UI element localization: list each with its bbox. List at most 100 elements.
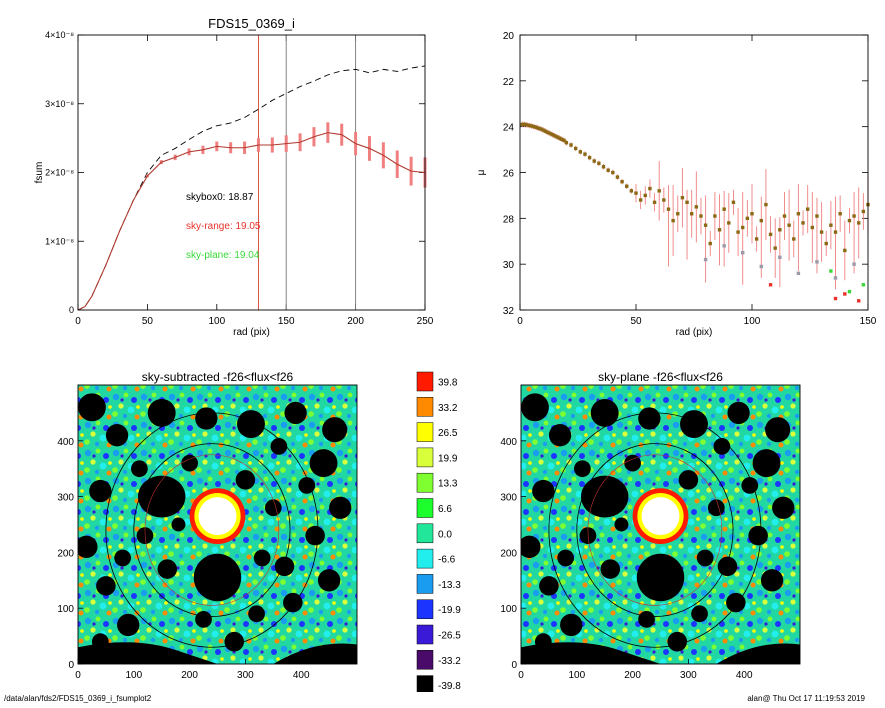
data-point [741, 251, 745, 255]
data-point [529, 124, 534, 128]
data-point [564, 141, 569, 145]
colorbar-swatch [416, 371, 434, 392]
y-tick-label: 30 [503, 260, 515, 271]
masked-source [557, 549, 575, 567]
data-point [736, 230, 740, 234]
annotation-label: skybox0: 18.87 [186, 192, 254, 203]
masked-source [696, 549, 714, 567]
series-solid-line [77, 132, 426, 311]
masked-source [760, 569, 784, 592]
x-tick-label: 50 [630, 316, 642, 327]
data-point [759, 218, 763, 223]
colorbar-label: 39.8 [438, 378, 458, 389]
data-point [546, 130, 550, 135]
data-point [689, 212, 694, 216]
masked-source [284, 401, 307, 425]
data-point [648, 186, 652, 191]
image-title: sky-plane -f26<flux<f26 [598, 370, 723, 384]
data-point [833, 230, 838, 234]
masked-source [678, 470, 699, 490]
colorbar-swatch [416, 650, 434, 670]
data-point [569, 143, 573, 147]
data-point [643, 193, 647, 198]
masked-star [580, 475, 629, 518]
sky-image [78, 385, 357, 664]
masked-source [772, 496, 795, 519]
galaxy-core [198, 497, 237, 536]
data-point [703, 257, 708, 262]
colorbar-swatch [416, 675, 434, 695]
x-tick-label: 200 [181, 670, 198, 681]
masked-source [727, 401, 750, 425]
data-point [852, 262, 856, 266]
data-point [847, 218, 852, 223]
masked-source [78, 535, 98, 558]
masked-source [224, 631, 245, 652]
masked-star [137, 475, 186, 518]
data-point [815, 260, 819, 264]
outer-aperture [548, 412, 762, 648]
y-tick-label: 300 [57, 493, 74, 504]
x-tick-label: 200 [624, 670, 641, 681]
y-tick-label: 26 [503, 169, 515, 180]
masked-source [600, 559, 621, 579]
masked-source [181, 454, 198, 472]
data-point [754, 237, 759, 241]
data-point [796, 212, 801, 216]
data-point [829, 269, 833, 273]
masked-source [298, 477, 316, 494]
data-point [722, 207, 726, 211]
data-point [801, 221, 805, 225]
sky-image [521, 385, 800, 664]
data-point [750, 212, 754, 216]
data-point [833, 296, 838, 301]
data-point [527, 123, 531, 128]
series-dashed-line [77, 65, 426, 311]
colorbar-swatch [416, 472, 434, 493]
x-tick-label: 0 [517, 316, 523, 327]
data-point [713, 214, 717, 218]
sky-aperture [144, 454, 280, 606]
colorbar-swatch [416, 599, 434, 619]
plot-frame [77, 34, 426, 311]
data-point [652, 200, 657, 204]
footer-filepath: /data/alan/fds2/FDS15_0369_i_fsumplot2 [4, 694, 152, 703]
y-tick-label: 1×10⁻⁸ [45, 236, 74, 246]
image-title: sky-subtracted -f26<flux<f26 [142, 370, 294, 384]
data-point [553, 134, 557, 138]
colorbar-label: -13.3 [438, 580, 461, 591]
x-tick-label: 0 [75, 670, 81, 681]
data-point [578, 150, 583, 154]
masked-edge [716, 643, 800, 664]
masked-star [274, 556, 295, 577]
data-point [852, 214, 856, 218]
data-point [557, 136, 562, 140]
masked-source [560, 613, 583, 637]
masked-star [717, 556, 738, 577]
data-point [759, 264, 763, 269]
x-axis-label: rad (pix) [233, 327, 270, 338]
colorbar-swatch [416, 624, 434, 645]
colorbar-swatch [416, 422, 434, 442]
masked-source [532, 479, 555, 503]
colorbar-label: -33.2 [438, 656, 461, 667]
data-point [583, 152, 587, 156]
data-point [541, 128, 545, 132]
data-point [676, 212, 680, 216]
outer-aperture [105, 412, 319, 648]
y-tick-label: 20 [503, 31, 515, 42]
data-point [520, 122, 525, 127]
inner-aperture [133, 443, 291, 617]
masked-star [193, 553, 242, 602]
masked-source [237, 410, 265, 439]
data-point [745, 216, 750, 221]
y-tick-label: 0 [68, 660, 74, 671]
colorbar-label: 0.0 [438, 529, 452, 540]
data-point [833, 276, 838, 280]
x-tick-label: 400 [293, 670, 310, 681]
y-tick-label: 0 [511, 660, 517, 671]
masked-source [548, 424, 572, 447]
y-axis-label: μ [476, 169, 487, 175]
masked-source [521, 535, 541, 558]
